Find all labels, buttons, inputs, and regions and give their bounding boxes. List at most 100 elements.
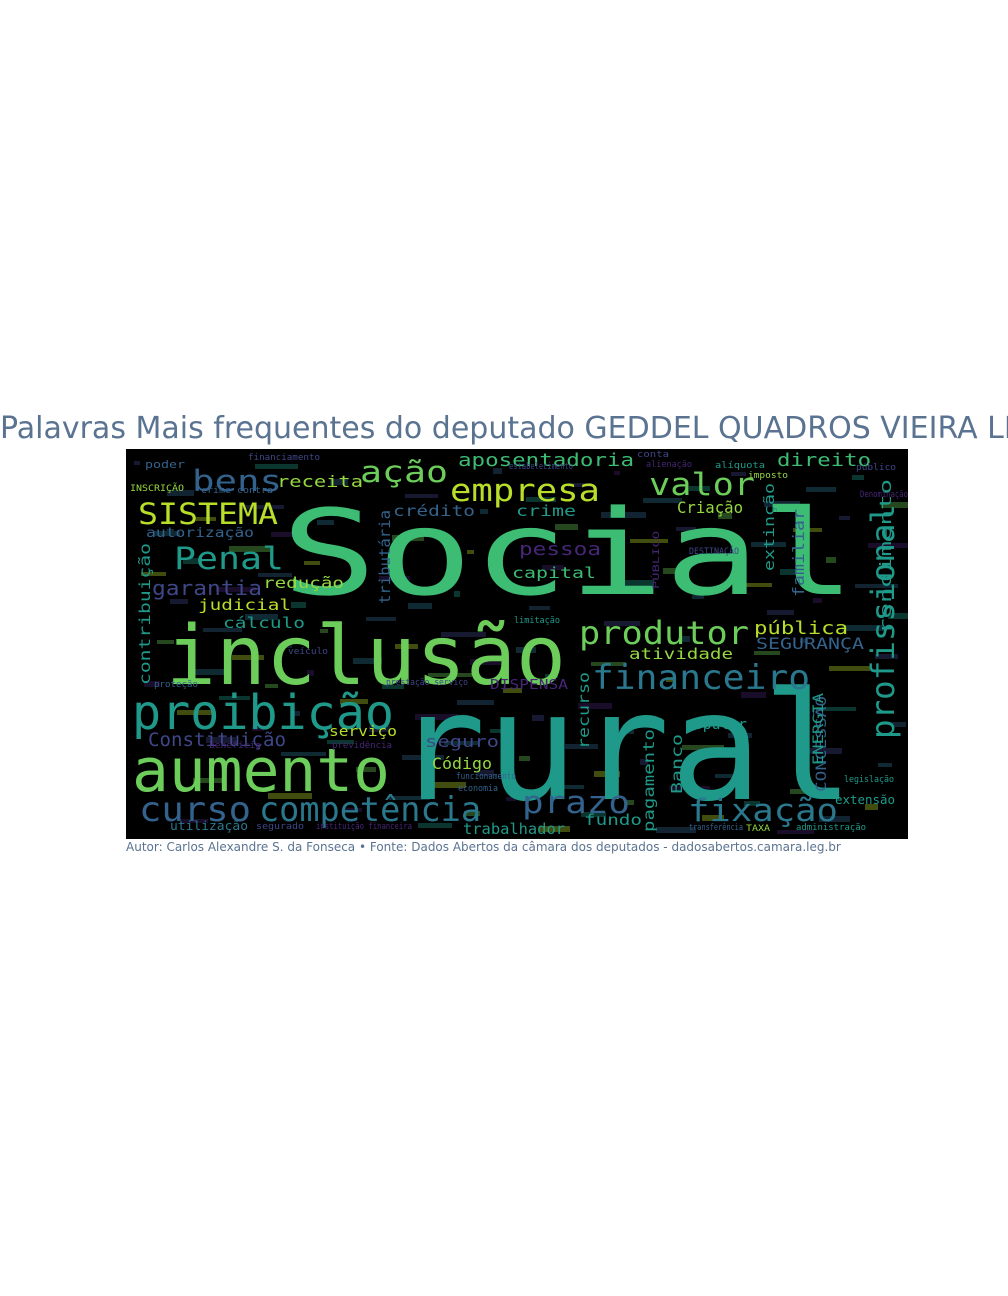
background-speck	[444, 741, 480, 745]
background-speck	[320, 629, 328, 633]
word: direito	[777, 450, 871, 471]
background-speck	[614, 471, 620, 475]
background-speck	[144, 681, 160, 687]
background-speck	[865, 804, 878, 810]
background-speck	[389, 796, 430, 800]
background-speck	[304, 561, 320, 565]
background-speck	[545, 674, 558, 678]
background-speck	[526, 497, 556, 502]
word: PÚBLICO	[650, 531, 662, 589]
word: pessoa	[519, 539, 601, 560]
background-speck	[415, 714, 458, 720]
word: extinção	[762, 483, 778, 571]
background-speck	[640, 759, 648, 765]
background-speck	[529, 606, 550, 610]
background-speck	[705, 554, 718, 559]
background-speck	[630, 539, 668, 543]
word: Código	[432, 754, 492, 773]
word: legislação	[844, 775, 894, 785]
background-speck	[829, 666, 870, 671]
word-cloud: Social rural inclusão aumento proibição compe…	[126, 449, 908, 839]
background-speck	[167, 490, 194, 496]
background-speck	[617, 580, 654, 586]
background-speck	[196, 517, 216, 521]
word: crime contra	[201, 486, 273, 496]
word: extensão	[835, 793, 895, 807]
word: estabelecimento	[509, 462, 573, 472]
word: SISTEMA	[138, 497, 278, 531]
background-speck	[868, 543, 908, 548]
word: garantia	[152, 576, 262, 600]
word: cálculo	[223, 614, 305, 632]
word: atividade	[629, 645, 733, 663]
background-speck	[154, 531, 180, 536]
word: administração	[796, 823, 866, 833]
background-speck	[656, 827, 696, 833]
background-speck	[542, 565, 564, 570]
background-speck	[666, 677, 676, 682]
background-speck	[806, 487, 836, 492]
background-speck	[490, 729, 508, 733]
background-speck	[193, 778, 222, 783]
word: prestação serviço	[386, 678, 468, 688]
background-speck	[601, 512, 646, 518]
background-speck	[578, 703, 612, 709]
background-speck	[379, 576, 410, 581]
word: familiar	[789, 509, 808, 597]
background-speck	[431, 782, 466, 788]
background-speck	[428, 673, 472, 677]
word: fundo	[584, 811, 642, 829]
background-speck	[777, 830, 814, 834]
word: seguro	[425, 732, 499, 751]
word: curso	[139, 790, 251, 830]
word: autorização	[146, 526, 254, 541]
word: crime	[516, 502, 576, 520]
word: conta	[637, 450, 669, 460]
background-speck	[604, 621, 640, 626]
background-speck	[803, 748, 842, 754]
background-speck	[741, 692, 766, 698]
word: inclusão	[166, 609, 566, 704]
background-speck	[816, 707, 856, 711]
background-speck	[819, 816, 850, 822]
background-speck	[281, 752, 326, 756]
background-speck	[728, 733, 752, 738]
background-speck	[294, 711, 300, 716]
background-speck	[800, 639, 808, 643]
background-speck	[457, 700, 494, 705]
background-speck	[252, 725, 264, 731]
word: utilização	[170, 819, 248, 833]
background-speck	[268, 793, 312, 799]
word: proibição	[132, 685, 394, 741]
word: funcionamento	[456, 772, 516, 782]
background-speck	[682, 745, 724, 750]
word: redução	[263, 574, 344, 592]
word: previdência	[332, 740, 392, 751]
word: rural	[394, 661, 854, 835]
background-speck	[532, 715, 544, 721]
background-speck	[643, 498, 682, 503]
background-speck	[333, 588, 342, 593]
background-speck	[627, 800, 634, 805]
word: proteção	[154, 680, 198, 690]
background-speck	[539, 826, 570, 832]
background-speck	[751, 542, 786, 547]
word: economia	[458, 784, 498, 794]
word: INSCRIÇÃO	[130, 483, 184, 494]
word: veículo	[288, 647, 328, 657]
word: TAXA	[746, 824, 771, 834]
background-speck	[245, 614, 278, 620]
word: poder	[145, 458, 185, 471]
background-speck	[813, 598, 822, 603]
background-speck	[702, 815, 724, 821]
background-speck	[679, 636, 690, 642]
word: pagamento	[640, 729, 658, 832]
background-speck	[141, 572, 166, 576]
background-speck	[271, 532, 306, 537]
word: tributária	[376, 510, 394, 604]
background-speck	[232, 655, 264, 660]
background-speck	[467, 550, 474, 554]
background-speck	[852, 475, 864, 480]
background-speck	[190, 669, 228, 675]
background-speck	[754, 651, 780, 655]
